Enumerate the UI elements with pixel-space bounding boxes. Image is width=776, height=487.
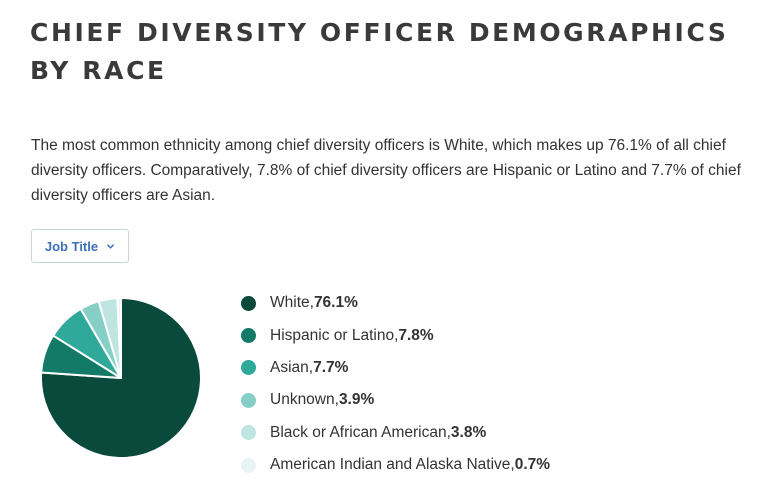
legend-swatch	[241, 328, 256, 344]
legend-swatch	[241, 457, 256, 473]
legend-value: 7.7%	[313, 358, 349, 376]
legend-label: Asian,	[270, 358, 314, 376]
legend-swatch	[241, 425, 256, 441]
race-pie-chart	[40, 297, 202, 459]
chevron-down-icon	[107, 243, 115, 249]
legend-label: Black or African American,	[270, 423, 451, 441]
legend-item: Asian, 7.7%	[241, 352, 550, 384]
legend-item: American Indian and Alaska Native, 0.7%	[241, 449, 550, 481]
legend-item: White, 76.1%	[241, 287, 550, 319]
legend-swatch	[241, 360, 256, 376]
legend-value: 0.7%	[514, 456, 551, 474]
legend-value: 3.9%	[338, 391, 375, 409]
dropdown-label: Job Title	[44, 238, 99, 254]
legend-item: Unknown, 3.9%	[241, 384, 550, 416]
legend-label: Hispanic or Latino,	[270, 326, 399, 344]
legend-value: 76.1%	[313, 294, 358, 312]
legend-label: American Indian and Alaska Native,	[270, 456, 515, 474]
legend-item: Black or African American, 3.8%	[241, 417, 550, 449]
legend-value: 7.8%	[398, 326, 434, 344]
legend-label: White,	[270, 294, 314, 312]
pie-slice-american-indian-and-alaska-native[interactable]	[116, 297, 122, 379]
legend-label: Unknown,	[270, 391, 339, 409]
chart-legend: White, 76.1% Hispanic or Latino, 7.8% Asia…	[241, 287, 550, 481]
page-title: CHIEF DIVERSITY OFFICER DEMOGRAPHICS BY …	[30, 18, 729, 85]
legend-value: 3.8%	[450, 423, 487, 441]
summary-paragraph: The most common ethnicity among chief di…	[31, 137, 741, 204]
legend-swatch	[241, 392, 256, 408]
job-title-dropdown[interactable]: Job Title	[31, 229, 129, 263]
legend-swatch	[241, 295, 256, 311]
legend-item: Hispanic or Latino, 7.8%	[241, 319, 550, 351]
